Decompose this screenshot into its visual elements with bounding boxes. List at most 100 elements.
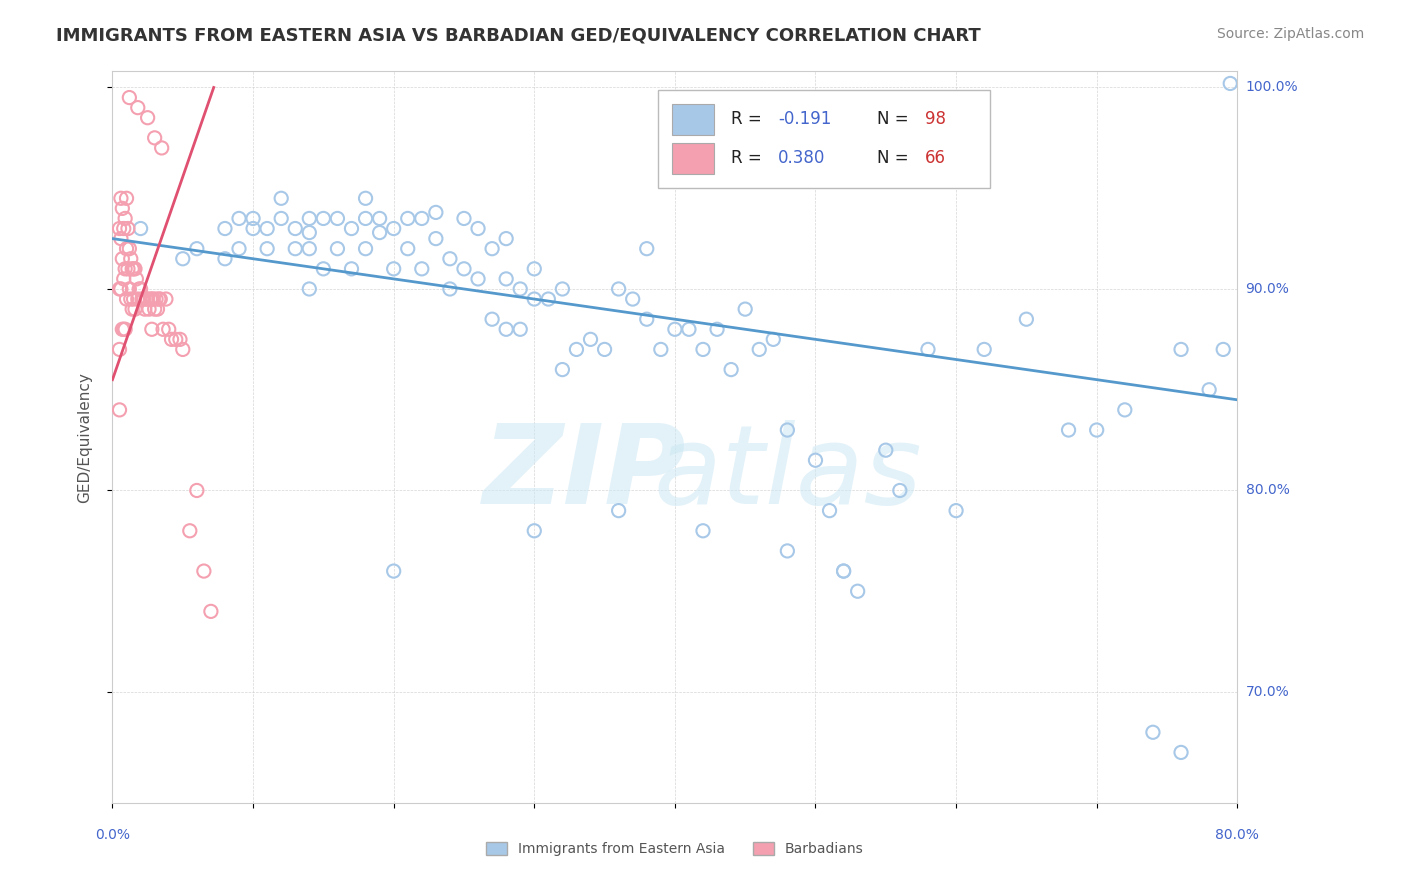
- Point: [132, 292, 155, 306]
- Point: [523, 261, 546, 276]
- Point: [186, 483, 208, 498]
- Point: [495, 322, 517, 336]
- Point: [121, 302, 143, 317]
- Text: 80.0%: 80.0%: [1246, 483, 1289, 498]
- Point: [129, 221, 152, 235]
- Point: [108, 403, 131, 417]
- Text: 80.0%: 80.0%: [1215, 828, 1260, 842]
- Point: [762, 332, 785, 346]
- Point: [172, 252, 194, 266]
- Point: [284, 221, 307, 235]
- Bar: [672, 143, 714, 174]
- Point: [121, 261, 143, 276]
- Text: atlas: atlas: [652, 420, 922, 527]
- Point: [139, 292, 162, 306]
- Point: [228, 242, 250, 256]
- Point: [148, 292, 170, 306]
- Point: [114, 322, 136, 336]
- Text: -0.191: -0.191: [779, 110, 832, 128]
- Point: [593, 343, 616, 357]
- Point: [112, 322, 135, 336]
- Point: [160, 332, 183, 346]
- Point: [136, 292, 159, 306]
- Point: [284, 242, 307, 256]
- Point: [1057, 423, 1080, 437]
- Point: [118, 282, 141, 296]
- Point: [128, 282, 150, 296]
- Point: [495, 272, 517, 286]
- Point: [298, 242, 321, 256]
- Point: [115, 292, 138, 306]
- Point: [120, 252, 142, 266]
- Point: [537, 292, 560, 306]
- Point: [214, 252, 236, 266]
- Point: [242, 221, 264, 235]
- Point: [114, 211, 136, 226]
- Point: [776, 544, 799, 558]
- Point: [165, 332, 187, 346]
- Point: [200, 604, 222, 618]
- Point: [115, 242, 138, 256]
- Point: [118, 242, 141, 256]
- Point: [155, 292, 177, 306]
- Point: [270, 211, 292, 226]
- Point: [111, 322, 134, 336]
- FancyBboxPatch shape: [658, 90, 990, 188]
- Point: [382, 564, 405, 578]
- Point: [1085, 423, 1108, 437]
- Point: [917, 343, 939, 357]
- Point: [146, 302, 169, 317]
- Point: [1212, 343, 1234, 357]
- Point: [720, 362, 742, 376]
- Point: [124, 261, 146, 276]
- Point: [551, 362, 574, 376]
- Point: [110, 282, 132, 296]
- Point: [186, 242, 208, 256]
- Point: [214, 221, 236, 235]
- Text: ZIP: ZIP: [484, 420, 686, 527]
- Point: [509, 322, 531, 336]
- Text: 100.0%: 100.0%: [1246, 80, 1298, 95]
- Point: [135, 292, 157, 306]
- Point: [509, 282, 531, 296]
- Point: [149, 292, 172, 306]
- Point: [112, 272, 135, 286]
- Point: [228, 211, 250, 226]
- Point: [172, 343, 194, 357]
- Text: R =: R =: [731, 110, 768, 128]
- Point: [256, 242, 278, 256]
- Point: [120, 292, 142, 306]
- Point: [607, 282, 630, 296]
- Text: 90.0%: 90.0%: [1246, 282, 1289, 296]
- Point: [114, 261, 136, 276]
- Point: [832, 564, 855, 578]
- Bar: [672, 104, 714, 135]
- Point: [1219, 77, 1241, 91]
- Point: [117, 221, 139, 235]
- Point: [523, 524, 546, 538]
- Point: [145, 292, 167, 306]
- Point: [270, 191, 292, 205]
- Point: [565, 343, 588, 357]
- Point: [150, 141, 173, 155]
- Point: [256, 221, 278, 235]
- Point: [523, 292, 546, 306]
- Point: [112, 221, 135, 235]
- Point: [1142, 725, 1164, 739]
- Point: [141, 322, 163, 336]
- Point: [481, 312, 503, 326]
- Point: [108, 282, 131, 296]
- Point: [678, 322, 700, 336]
- Point: [396, 211, 419, 226]
- Point: [425, 205, 447, 219]
- Point: [481, 242, 503, 256]
- Y-axis label: GED/Equivalency: GED/Equivalency: [77, 372, 91, 502]
- Point: [193, 564, 215, 578]
- Point: [832, 564, 855, 578]
- Point: [298, 282, 321, 296]
- Point: [1114, 403, 1136, 417]
- Point: [118, 90, 141, 104]
- Point: [122, 261, 145, 276]
- Point: [748, 343, 770, 357]
- Point: [439, 252, 461, 266]
